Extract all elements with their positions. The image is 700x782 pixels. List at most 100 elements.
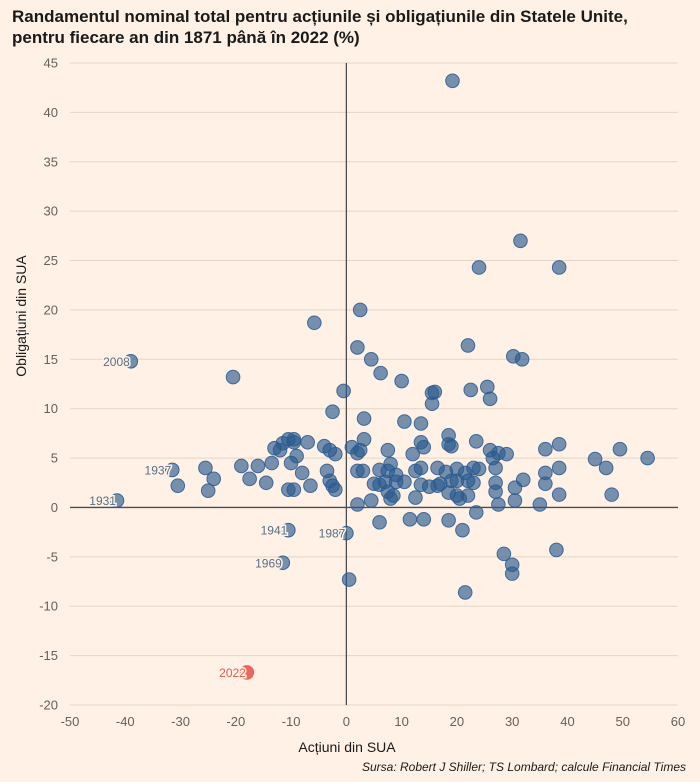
data-point <box>445 73 460 89</box>
labeled-data-point <box>281 522 296 538</box>
data-point <box>405 446 420 462</box>
data-point <box>356 411 372 426</box>
data-point <box>466 475 481 491</box>
data-point <box>355 463 371 479</box>
data-point <box>200 483 216 498</box>
labeled-data-point <box>109 493 125 508</box>
y-tick-label: -15 <box>39 648 58 663</box>
x-tick-label: -40 <box>116 714 135 729</box>
data-point <box>303 478 318 494</box>
data-point <box>363 352 379 367</box>
y-tick-label: -5 <box>46 549 58 564</box>
data-point <box>640 450 655 466</box>
data-point <box>463 382 479 398</box>
x-tick-label: 50 <box>615 714 629 729</box>
year-label: 1941 <box>261 524 288 538</box>
data-point <box>455 522 470 538</box>
x-tick-label: -10 <box>282 714 301 729</box>
data-point <box>198 460 213 476</box>
labeled-data-point <box>339 525 354 541</box>
data-point <box>515 472 531 488</box>
data-point <box>258 475 274 491</box>
data-point <box>499 446 514 462</box>
y-tick-label: 45 <box>44 56 58 71</box>
data-point <box>507 493 523 508</box>
source-note: Sursa: Robert J Shiller; TS Lombard; cal… <box>361 760 686 774</box>
data-point <box>413 416 429 431</box>
data-point <box>604 487 619 502</box>
data-point <box>482 391 498 407</box>
data-point <box>441 513 456 528</box>
data-point <box>587 451 603 467</box>
data-point <box>286 434 302 450</box>
data-point <box>424 396 440 412</box>
data-point <box>551 260 567 275</box>
data-point <box>549 542 564 558</box>
data-point <box>294 465 310 481</box>
x-tick-label: 60 <box>671 714 685 729</box>
data-point <box>427 384 443 400</box>
year-label: 2008 <box>103 355 130 369</box>
data-point <box>372 514 387 530</box>
data-point <box>598 460 614 476</box>
data-point <box>170 478 186 494</box>
data-points <box>109 73 655 680</box>
labeled-data-point <box>239 665 255 680</box>
chart-title-line-1: Randamentul nominal total pentru acțiuni… <box>12 7 628 26</box>
y-tick-label: 0 <box>51 500 58 515</box>
data-point <box>225 369 241 385</box>
data-point <box>264 455 280 471</box>
x-tick-label: 10 <box>394 714 408 729</box>
year-label: 1937 <box>145 463 172 477</box>
data-point <box>468 433 484 449</box>
data-point <box>416 439 432 455</box>
data-point <box>272 442 288 458</box>
x-tick-labels: -50 -40 -30 -20 -10 0 10 20 30 40 50 60 <box>61 714 686 729</box>
data-point <box>551 460 567 476</box>
data-point <box>341 572 357 587</box>
y-tick-label: 35 <box>44 154 58 169</box>
data-point <box>551 436 567 452</box>
data-point <box>408 490 423 505</box>
year-label: 1969 <box>255 556 282 570</box>
data-point <box>307 315 322 331</box>
data-point <box>373 365 388 381</box>
data-point <box>513 233 528 249</box>
data-point <box>612 441 628 457</box>
data-point <box>452 491 467 506</box>
data-point <box>397 474 412 490</box>
zero-axes <box>70 63 678 705</box>
y-tick-label: 30 <box>44 204 58 219</box>
chart-title-line-2: pentru fiecare an din 1871 până în 2022 … <box>12 28 360 47</box>
data-point <box>234 458 249 474</box>
year-label: 1987 <box>319 527 346 541</box>
data-point <box>444 438 459 454</box>
data-point <box>383 491 398 506</box>
data-point <box>532 497 548 512</box>
data-point <box>394 373 409 389</box>
data-point <box>488 460 503 476</box>
data-point <box>350 445 365 461</box>
data-point <box>242 471 257 487</box>
x-tick-label: 0 <box>343 714 350 729</box>
x-tick-label: 40 <box>560 714 574 729</box>
data-point <box>413 460 429 476</box>
y-tick-label: 40 <box>44 105 58 120</box>
data-point <box>468 505 484 520</box>
data-point <box>402 512 418 527</box>
y-tick-label: 5 <box>51 451 58 466</box>
data-point <box>514 352 530 367</box>
data-point <box>206 471 222 487</box>
y-tick-label: 10 <box>44 401 58 416</box>
data-point <box>538 441 553 457</box>
data-point <box>416 512 432 527</box>
y-tick-label: 25 <box>44 253 58 268</box>
x-tick-label: -20 <box>226 714 245 729</box>
data-point <box>488 484 503 499</box>
data-point <box>457 585 473 600</box>
y-axis-label: Obligațiuni din SUA <box>13 255 29 377</box>
data-point <box>471 461 487 477</box>
data-point <box>363 493 379 508</box>
grid-lines <box>70 62 678 706</box>
data-point <box>328 482 343 497</box>
